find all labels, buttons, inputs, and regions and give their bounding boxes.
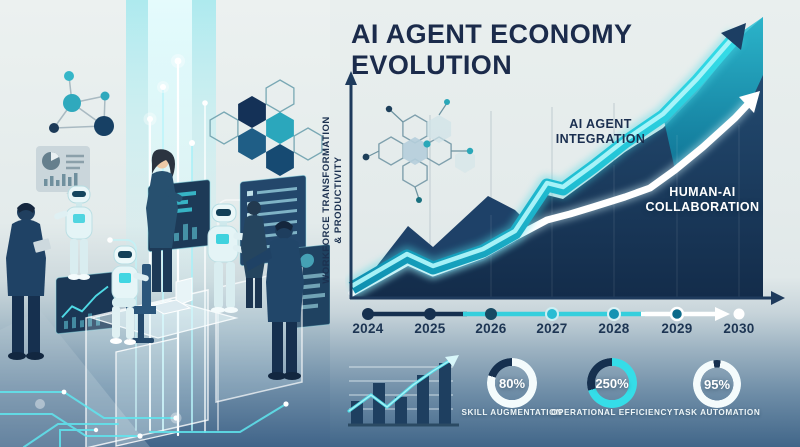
- timeline-arrowhead: [715, 307, 730, 321]
- gauge-value: 250%: [595, 375, 629, 391]
- floor-circuit-icon: [0, 391, 287, 447]
- teal-wedge-fill: [663, 17, 763, 170]
- trend-arrowhead: [445, 355, 459, 367]
- year-label-2024: 2024: [352, 321, 384, 336]
- series-label-human-ai-collaboration: HUMAN-AI COLLABORATION: [645, 185, 760, 215]
- year-label-2026: 2026: [475, 321, 507, 336]
- gauge-caption-task-automation: TASK AUTOMATION: [673, 408, 761, 417]
- timeline-dot-2029: [669, 306, 685, 322]
- gauge-task-automation: 95%: [693, 360, 741, 408]
- business-people: [6, 149, 304, 380]
- network-graph-icon: [49, 71, 114, 136]
- timeline: [362, 306, 745, 322]
- x-axis-arrow: [771, 291, 785, 305]
- page-title: AI AGENT ECONOMY EVOLUTION: [351, 19, 681, 80]
- main-area-fill: [352, 17, 763, 298]
- year-label-2030: 2030: [723, 321, 755, 336]
- timeline-dot-2030: [733, 308, 745, 320]
- hexagon-cluster-icon: [209, 79, 323, 176]
- timeline-dot-2024: [362, 308, 374, 320]
- year-label-2028: 2028: [598, 321, 630, 336]
- gauge-value: 95%: [703, 376, 731, 392]
- chart-axes: [345, 71, 785, 305]
- robot-icons: [54, 185, 254, 345]
- left-illustration: [0, 0, 330, 447]
- timeline-dot-2027: [545, 307, 559, 321]
- mini-bar-chart-icon: [347, 355, 459, 427]
- gauge-value: 80%: [498, 375, 526, 391]
- gauge-caption-skill-augmentation: SKILL AUGMENTATION: [461, 408, 563, 417]
- year-label-2027: 2027: [536, 321, 568, 336]
- timeline-dot-2028: [607, 307, 621, 321]
- year-label-2029: 2029: [661, 321, 693, 336]
- gauge-ring: [587, 358, 637, 408]
- page-title-line1: AI AGENT ECONOMY: [351, 19, 633, 49]
- timeline-dot-2026: [485, 308, 497, 320]
- gauge-operational-efficiency: 250%: [587, 358, 637, 408]
- white-arrowhead: [739, 91, 760, 113]
- timeline-dot-2025: [424, 308, 436, 320]
- growth-chart: [345, 17, 785, 305]
- gauge-ring: [693, 360, 741, 408]
- gauge-skill-augmentation: 80%: [487, 358, 537, 408]
- y-axis-arrow: [345, 71, 357, 85]
- page-title-line2: EVOLUTION: [351, 49, 513, 80]
- series-label-ai-agent-integration: AI AGENT INTEGRATION: [555, 117, 646, 147]
- navy-arrowhead: [721, 23, 746, 50]
- year-label-2025: 2025: [414, 321, 446, 336]
- gauge-caption-operational-efficiency: OPERATIONAL EFFICIENCY: [551, 408, 673, 417]
- gridlines-overlay: [490, 125, 740, 297]
- floor-circuit-nodes: [35, 389, 289, 439]
- molecule-hexagons-icon: [362, 99, 475, 203]
- gauge-ring: [487, 358, 537, 408]
- ai-agent-integration-line: [346, 23, 746, 297]
